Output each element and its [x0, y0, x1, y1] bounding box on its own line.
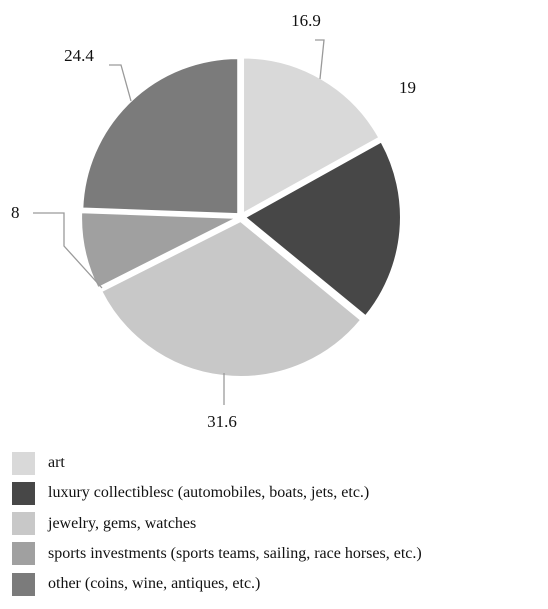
legend-item-other: other (coins, wine, antiques, etc.) [12, 572, 548, 596]
legend-label: jewelry, gems, watches [48, 514, 197, 532]
pie-slice-luxury-collectibles [243, 140, 402, 318]
legend-item-art: art [12, 451, 548, 475]
legend-swatch [12, 572, 35, 596]
pie-slice-art [242, 56, 381, 216]
legend-label: art [48, 454, 65, 471]
legend-label: luxury collectiblesc (automobiles, boats… [48, 484, 370, 502]
legend-swatch [12, 481, 35, 505]
leader-line-other [109, 64, 132, 102]
legend-swatch [12, 542, 35, 566]
pie-slice-sports-investments [80, 211, 238, 290]
data-label-jewelry: 31.6 [207, 412, 237, 431]
data-label-luxury-collectibles: 19 [399, 78, 416, 97]
leader-line-art [315, 39, 325, 80]
value-labels: 16.9 19 31.6 8 24.4 [11, 11, 416, 431]
legend-item-luxury-collectibles: luxury collectiblesc (automobiles, boats… [12, 481, 548, 505]
legend-item-jewelry: jewelry, gems, watches [12, 512, 548, 536]
pie-slice-other [81, 57, 240, 216]
legend: art luxury collectiblesc (automobiles, b… [12, 451, 548, 603]
data-label-other: 24.4 [64, 46, 94, 65]
legend-label: sports investments (sports teams, sailin… [48, 544, 422, 562]
legend-item-sports-investments: sports investments (sports teams, sailin… [12, 542, 548, 566]
data-label-art: 16.9 [291, 11, 321, 30]
legend-label: other (coins, wine, antiques, etc.) [48, 575, 261, 593]
legend-swatch [12, 451, 35, 475]
leader-lines [33, 39, 325, 405]
pie-slices [80, 56, 402, 378]
pie-chart: 16.9 19 31.6 8 24.4 [11, 11, 416, 431]
leader-line-sports-investments [33, 212, 103, 289]
data-label-sports-investments: 8 [11, 203, 20, 222]
legend-swatch [12, 512, 35, 536]
